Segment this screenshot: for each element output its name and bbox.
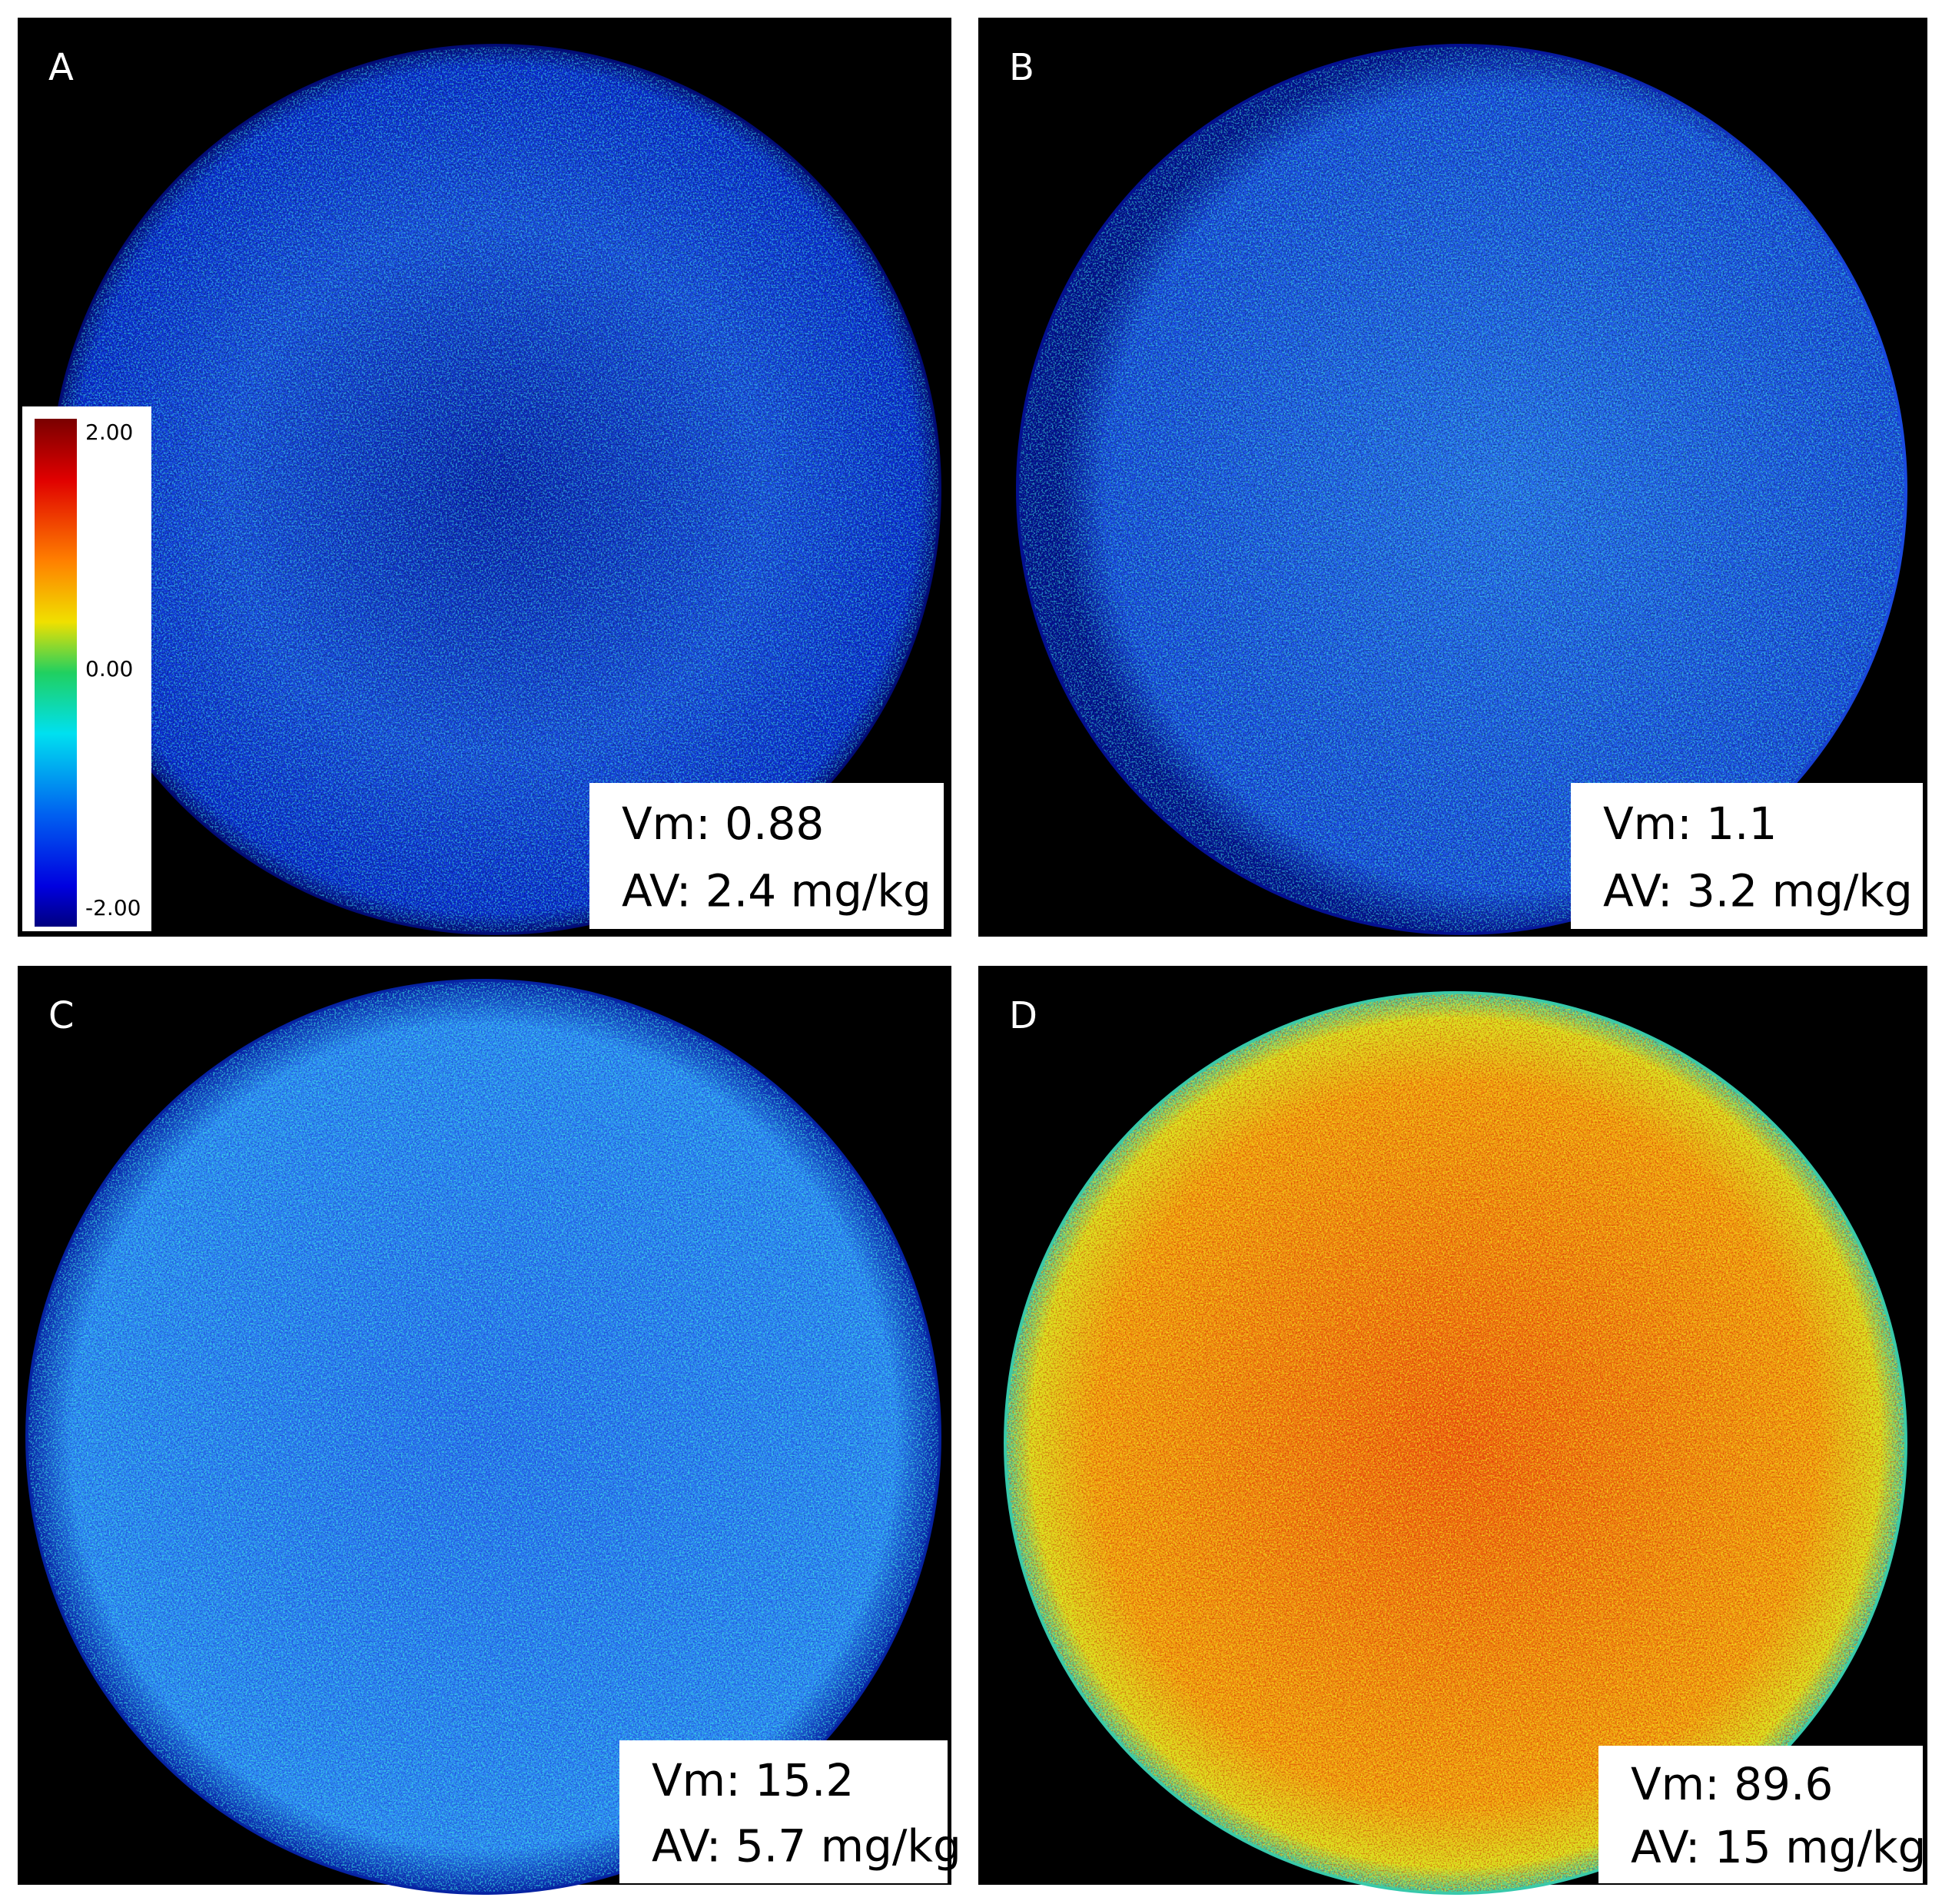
panel: D Vm: 89.6 AV: 15 mg/kg (978, 966, 1927, 1895)
map-speckle-dark (1019, 47, 1904, 932)
vm-value: Vm: 1.1 (1603, 798, 1777, 850)
map-speckle-dark (1007, 994, 1904, 1892)
map-speckle-dark (28, 982, 938, 1892)
panel-label: A (48, 46, 74, 89)
panel: B Vm: 1.1 AV: 3.2 mg/kg (978, 18, 1927, 937)
colorbar-gradient (35, 419, 77, 927)
panel: A Vm: 0.88 AV: 2.4 mg/kg (18, 18, 951, 937)
panel-label: B (1009, 46, 1034, 89)
av-value: AV: 3.2 mg/kg (1603, 865, 1913, 917)
vm-value: Vm: 89.6 (1631, 1758, 1833, 1810)
av-value: AV: 5.7 mg/kg (652, 1819, 961, 1872)
panel-label: D (1009, 994, 1037, 1037)
colorbar-tick-label: 2.00 (85, 420, 133, 445)
panel: C Vm: 15.2 AV: 5.7 mg/kg (18, 966, 961, 1895)
info-box (589, 783, 944, 929)
vm-value: Vm: 0.88 (622, 798, 824, 850)
vm-value: Vm: 15.2 (652, 1754, 854, 1806)
colorbar-tick-label: 0.00 (85, 656, 133, 682)
av-value: AV: 15 mg/kg (1631, 1821, 1926, 1873)
colorbar-tick-label: -2.00 (85, 895, 141, 920)
info-box (1598, 1746, 1923, 1883)
map-speckle-dark (53, 47, 938, 932)
colorbar: 2.00 0.00 -2.00 (22, 406, 151, 931)
av-value: AV: 2.4 mg/kg (622, 865, 931, 917)
info-box (1571, 783, 1923, 929)
panel-label: C (48, 994, 75, 1037)
info-box (619, 1740, 948, 1883)
